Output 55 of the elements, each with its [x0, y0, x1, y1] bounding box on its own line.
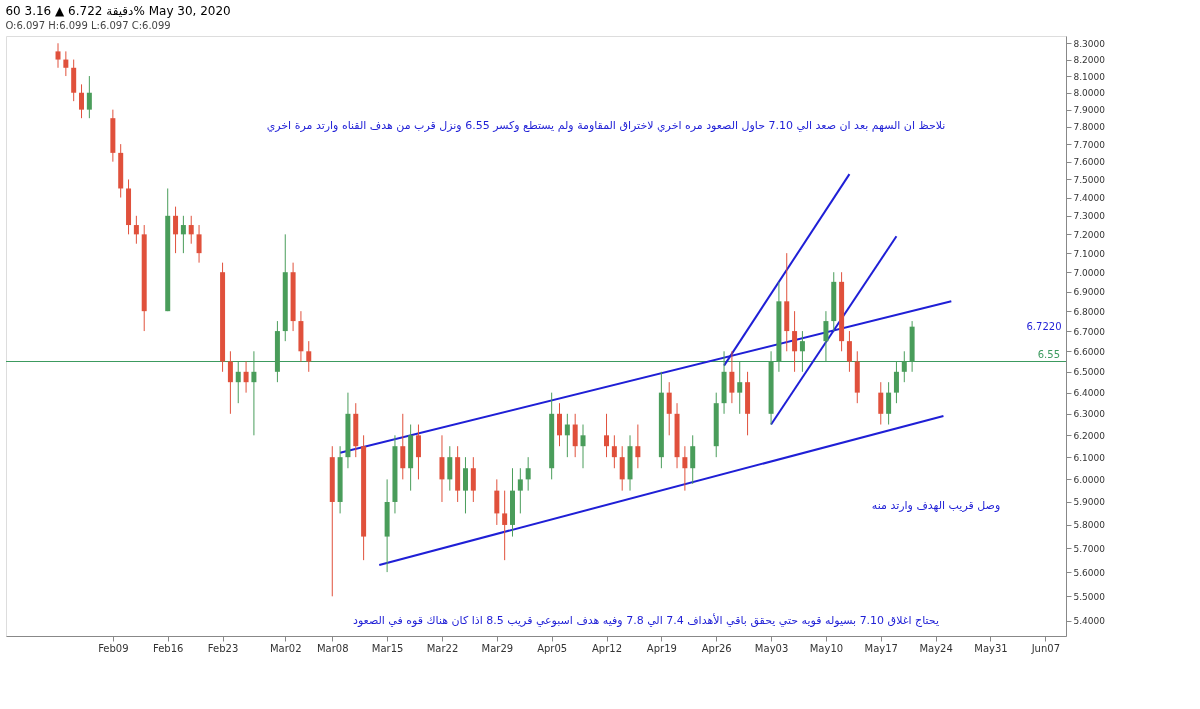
y-tick-label: 6.0000 — [1073, 474, 1106, 485]
x-tick-label: May31 — [974, 642, 1008, 654]
annotation: يحتاج اغلاق 7.10 بسيوله قويه حتي يحقق باقي الأهداف 7.4 الي 7.8 وفيه هدف اسبوعي قريب 8.5 اذا كان هناك قوه في الصعود — [353, 613, 939, 628]
y-tick-label: 7.4000 — [1073, 193, 1106, 204]
chart-subtitle: O:6.097 H:6.099 L:6.097 C:6.099 — [5, 20, 171, 31]
annotation: وصل قريب الهدف وارتد منه — [871, 499, 1001, 512]
y-tick-label: 6.9000 — [1073, 287, 1106, 298]
y-tick-label: 5.4000 — [1073, 616, 1106, 627]
annotation: نلاحظ ان السهم بعد ان صعد الي 7.10 حاول الصعود مره اخري لاختراق المقاومة ولم يستطع وكسر 6.55 ونزل قرب من هدف القناه وارتد مرة اخري — [266, 119, 946, 132]
chart-title: 60 دقيقة 6.722 ▲ 3.16% May 30, 2020 — [5, 4, 231, 18]
y-tick-label: 7.7000 — [1073, 139, 1106, 150]
y-tick-label: 7.3000 — [1073, 211, 1106, 222]
y-tick-label: 7.1000 — [1073, 248, 1106, 259]
x-tick-label: Mar29 — [481, 642, 514, 654]
x-tick-label: Feb23 — [207, 642, 239, 654]
y-tick-label: 5.6000 — [1073, 567, 1106, 578]
x-tick-label: May10 — [809, 642, 844, 654]
y-tick-label: 6.5000 — [1073, 367, 1106, 378]
x-tick-label: Mar02 — [269, 642, 302, 654]
y-tick-label: 6.4000 — [1073, 388, 1106, 399]
x-tick-label: Apr05 — [537, 642, 568, 654]
y-tick-label: 6.8000 — [1073, 306, 1106, 317]
x-tick-label: May03 — [754, 642, 789, 654]
x-tick-label: May24 — [919, 642, 953, 654]
y-tick-label: 8.0000 — [1073, 88, 1106, 99]
y-tick-label: 8.1000 — [1073, 71, 1106, 82]
x-tick-label: Feb16 — [153, 642, 184, 654]
annotation: 6.7220 — [1026, 321, 1062, 332]
y-tick-label: 7.5000 — [1073, 174, 1106, 185]
y-tick-label: 5.9000 — [1073, 497, 1106, 508]
x-tick-label: Mar15 — [371, 642, 404, 654]
y-tick-label: 6.2000 — [1073, 430, 1106, 441]
x-tick-label: May17 — [864, 642, 898, 654]
y-tick-label: 7.6000 — [1073, 157, 1106, 168]
x-tick-label: Apr19 — [646, 642, 677, 654]
y-tick-label: 5.7000 — [1073, 543, 1106, 554]
y-tick-label: 5.8000 — [1073, 520, 1106, 531]
y-tick-label: 7.8000 — [1073, 122, 1106, 133]
x-tick-label: Feb09 — [98, 642, 129, 654]
x-tick-label: Mar08 — [316, 642, 349, 654]
ref-line-label: 6.55 — [1037, 348, 1060, 360]
y-tick-label: 5.5000 — [1073, 591, 1106, 602]
y-tick-label: 6.3000 — [1073, 409, 1106, 420]
y-tick-label: 6.1000 — [1073, 452, 1106, 463]
x-tick-label: Jun07 — [1030, 642, 1061, 654]
y-tick-label: 6.6000 — [1073, 346, 1106, 357]
y-tick-label: 7.2000 — [1073, 229, 1106, 240]
y-tick-label: 7.9000 — [1073, 105, 1106, 116]
x-tick-label: Apr26 — [701, 642, 732, 654]
y-tick-label: 8.2000 — [1073, 55, 1106, 66]
y-tick-label: 8.3000 — [1073, 38, 1106, 49]
y-tick-label: 7.0000 — [1073, 267, 1106, 278]
x-tick-label: Mar22 — [426, 642, 459, 654]
y-tick-label: 6.7000 — [1073, 326, 1106, 337]
x-tick-label: Apr12 — [592, 642, 623, 654]
